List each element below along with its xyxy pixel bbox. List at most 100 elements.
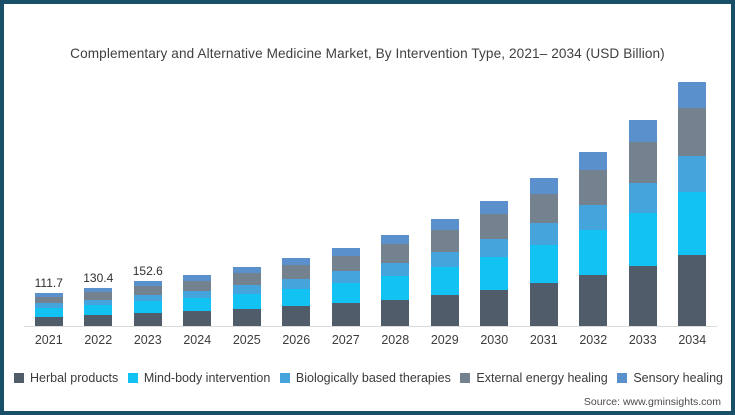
legend-item: Mind-body intervention: [127, 371, 271, 385]
bar-segment: [282, 306, 311, 326]
bar-column-2030: [470, 75, 520, 326]
bar-segment: [34, 293, 63, 297]
bar-segment: [628, 212, 657, 267]
bar-segment: [232, 267, 261, 274]
bar-segment: [381, 275, 410, 300]
bar-segment: [84, 314, 113, 326]
legend-label: External energy healing: [476, 371, 608, 385]
bar-segment: [84, 287, 113, 292]
x-tick-2023: 2023: [133, 333, 162, 347]
bar-segment: [282, 288, 311, 307]
source-note: Source: www.gminsights.com: [583, 396, 721, 408]
bar-2021: [34, 293, 63, 326]
bar-2027: [331, 247, 360, 326]
bar-2031: [529, 178, 558, 326]
bar-segment: [183, 298, 212, 312]
bar-segment: [678, 191, 707, 256]
bar-column-2028: [371, 75, 421, 326]
bar-2024: [183, 275, 212, 326]
bar-segment: [381, 262, 410, 276]
bar-2025: [232, 267, 261, 326]
bar-column-2026: [272, 75, 322, 326]
bar-segment: [84, 299, 113, 306]
bar-segment: [529, 223, 558, 245]
bar-segment: [381, 234, 410, 245]
legend: Herbal products Mind-body intervention Bio…: [14, 371, 723, 385]
bar-column-2025: [222, 75, 272, 326]
bar-segment: [84, 291, 113, 300]
legend-item: Sensory healing: [617, 371, 723, 385]
bar-segment: [232, 293, 261, 309]
bar-segment: [529, 193, 558, 224]
chart-title: Complementary and Alternative Medicine M…: [70, 46, 665, 61]
bar-segment: [480, 214, 509, 240]
bar-segment: [430, 230, 459, 252]
data-label-2021: 111.7: [34, 276, 63, 291]
bar-segment: [430, 219, 459, 231]
bar-segment: [183, 290, 212, 299]
legend-item: Biologically based therapies: [279, 371, 451, 385]
x-tick-2022: 2022: [84, 333, 113, 347]
bar-column-2029: [420, 75, 470, 326]
bar-segment: [678, 107, 707, 157]
data-label-2022: 130.4: [83, 270, 114, 285]
legend-swatch-icon: [460, 373, 471, 383]
bar-segment: [678, 156, 707, 192]
bar-segment: [529, 244, 558, 284]
bar-segment: [480, 257, 509, 290]
legend-item: External energy healing: [460, 371, 608, 385]
bar-segment: [480, 201, 509, 215]
x-tick-2033: 2033: [628, 333, 657, 347]
x-tick-2028: 2028: [381, 333, 410, 347]
x-tick-2021: 2021: [34, 333, 63, 347]
bar-segment: [34, 296, 63, 304]
x-tick-2026: 2026: [282, 333, 311, 347]
bar-segment: [678, 255, 707, 326]
bar-segment: [282, 258, 311, 266]
bar-segment: [430, 295, 459, 326]
bar-segment: [678, 81, 707, 108]
bar-segment: [133, 313, 162, 326]
bar-segment: [133, 281, 162, 287]
data-label-2023: 152.6: [132, 264, 163, 279]
bar-segment: [628, 120, 657, 142]
x-tick-2030: 2030: [480, 333, 509, 347]
bar-segment: [133, 301, 162, 313]
bar-2022: [84, 287, 113, 326]
legend-swatch-icon: [14, 373, 24, 383]
bar-segment: [331, 271, 360, 283]
bar-segment: [430, 251, 459, 268]
bar-segment: [183, 311, 212, 326]
legend-label: Sensory healing: [633, 371, 723, 385]
x-tick-2034: 2034: [678, 333, 707, 347]
bar-segment: [183, 280, 212, 291]
bar-segment: [282, 278, 311, 289]
bar-column-2034: [668, 75, 718, 326]
legend-swatch-icon: [617, 373, 628, 383]
bar-column-2033: [618, 75, 668, 326]
bar-segment: [579, 204, 608, 231]
bar-segment: [282, 265, 311, 279]
bar-segment: [232, 308, 261, 326]
x-tick-2025: 2025: [232, 333, 261, 347]
bar-segment: [232, 273, 261, 286]
bar-column-2021: 111.7: [24, 75, 74, 326]
bar-segment: [529, 178, 558, 194]
bar-segment: [381, 299, 410, 326]
bar-segment: [381, 244, 410, 263]
bar-2033: [628, 120, 657, 326]
bar-segment: [579, 275, 608, 326]
legend-label: Mind-body intervention: [143, 371, 271, 385]
bar-segment: [133, 286, 162, 295]
bar-segment: [34, 308, 63, 317]
bar-segment: [529, 283, 558, 326]
x-tick-2029: 2029: [430, 333, 459, 347]
bar-column-2032: [569, 75, 619, 326]
bar-segment: [331, 303, 360, 326]
x-axis: 2021 2022 2023 2024 2025 2026 2027 2028 2029 2030…: [24, 333, 717, 347]
x-tick-2032: 2032: [579, 333, 608, 347]
bar-2026: [282, 258, 311, 326]
bar-2032: [579, 151, 608, 326]
bar-segment: [34, 316, 63, 326]
legend-label: Herbal products: [30, 371, 119, 385]
